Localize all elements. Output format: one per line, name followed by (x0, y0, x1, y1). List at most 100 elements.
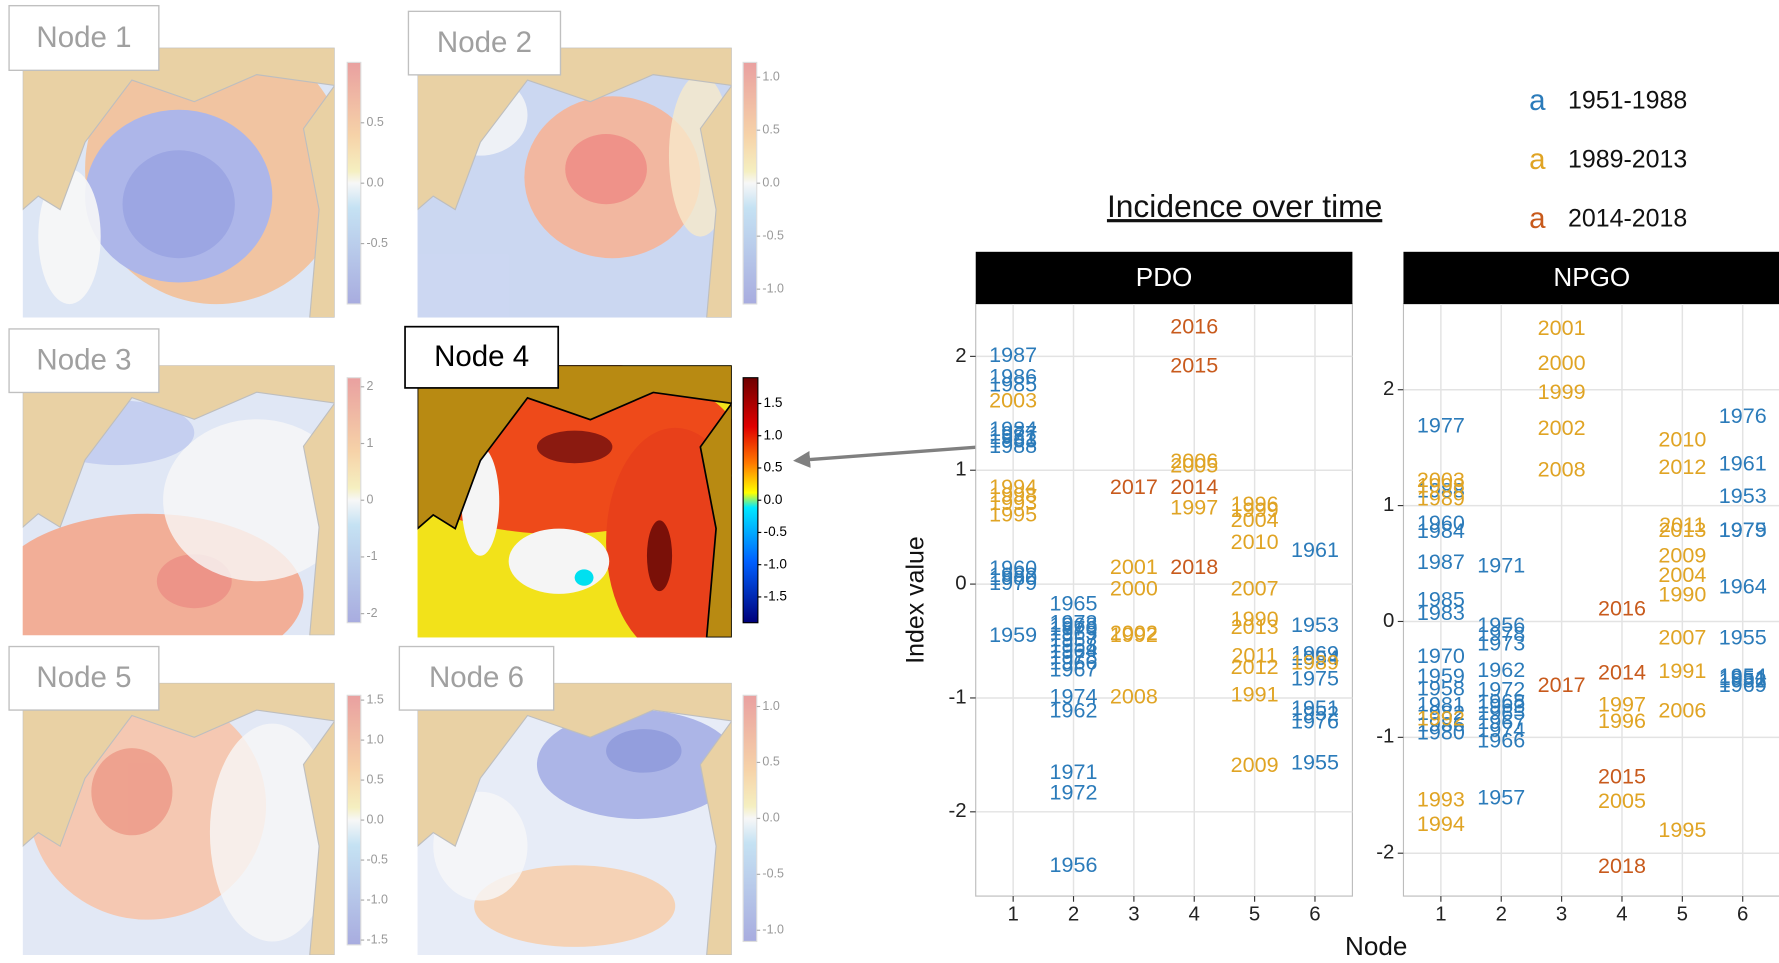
year-label: 2014 (1598, 659, 1646, 684)
year-label: 1957 (1477, 784, 1525, 809)
colorbar-tick-label: 1.0 (762, 70, 779, 84)
year-label: 1960 (989, 555, 1037, 580)
colorbar-tick-label: 0.0 (762, 811, 779, 825)
x-tick-label: 2 (1068, 904, 1079, 926)
year-label: 1959 (989, 622, 1037, 647)
year-label: 1954 (1719, 663, 1767, 688)
colorbar (346, 377, 362, 624)
panel (975, 303, 1353, 897)
year-label: 1960 (1417, 510, 1465, 535)
year-label: 1979 (1719, 517, 1767, 542)
legend-key: a (1529, 143, 1546, 176)
year-label: 1961 (1719, 451, 1767, 476)
year-label: 1996 (1231, 491, 1279, 516)
year-label: 1973 (1477, 630, 1525, 655)
year-label: 1991 (1231, 681, 1279, 706)
land (699, 401, 732, 638)
land (302, 719, 335, 956)
year-label: 1974 (1477, 717, 1525, 742)
colorbar-tick-label: -1.5 (764, 589, 787, 604)
y-tick-label: -2 (1376, 842, 1394, 864)
year-label: 1991 (1658, 658, 1706, 683)
colorbar-tick-label: -0.5 (764, 524, 787, 539)
colorbar-tick-label: -0.5 (762, 228, 784, 242)
year-label: 1977 (1417, 412, 1465, 437)
land (417, 682, 732, 848)
year-label: 1983 (1417, 600, 1465, 625)
map (417, 47, 732, 318)
panel-title: NPGO (1553, 262, 1630, 292)
year-label: 2005 (1170, 453, 1218, 478)
colorbar-tick-label: 1.0 (366, 732, 383, 746)
year-label: 1961 (1291, 537, 1339, 562)
node-label: Node 3 (36, 344, 131, 377)
anomaly (122, 150, 235, 259)
y-tick-label: -1 (948, 686, 966, 708)
colorbar (742, 694, 758, 943)
land (22, 682, 335, 848)
colorbar-tick-label: 0 (366, 493, 373, 507)
year-label: 1954 (1291, 645, 1339, 670)
year-label: 2002 (1110, 620, 1158, 645)
year-label: 1972 (1050, 779, 1098, 804)
year-label: 1958 (1417, 676, 1465, 701)
panel-title: PDO (1136, 262, 1193, 292)
land (302, 84, 335, 318)
year-label: 1957 (1050, 627, 1098, 652)
year-label: 1953 (1291, 612, 1339, 637)
year-label: 1972 (1477, 677, 1525, 702)
year-label: 1997 (1598, 692, 1646, 717)
year-label: 1968 (1050, 612, 1098, 637)
year-label: 2006 (1170, 448, 1218, 473)
x-axis-label: Node (1345, 931, 1407, 961)
year-label: 1963 (1050, 620, 1098, 645)
node-label-box (8, 645, 160, 711)
colorbar-tick-label: -1.0 (762, 281, 784, 295)
year-label: 2009 (1231, 752, 1279, 777)
year-label: 1962 (1050, 697, 1098, 722)
year-label: 2016 (1598, 596, 1646, 621)
map (22, 682, 335, 956)
y-tick-label: -1 (1376, 726, 1394, 748)
year-label: 2007 (1658, 625, 1706, 650)
year-label: 2013 (1658, 517, 1706, 542)
x-tick-label: 6 (1737, 904, 1748, 926)
year-label: 1953 (1719, 483, 1767, 508)
year-label: 1968 (1477, 688, 1525, 713)
year-label: 2005 (1598, 788, 1646, 813)
year-label: 1970 (1050, 615, 1098, 640)
year-label: 2010 (1658, 426, 1706, 451)
year-label: 1966 (1050, 649, 1098, 674)
year-label: 1976 (1719, 403, 1767, 428)
y-tick-label: 2 (955, 345, 966, 367)
year-label: 1999 (1538, 379, 1586, 404)
year-label: 1959 (1417, 663, 1465, 688)
year-label: 1966 (1477, 728, 1525, 753)
year-label: 2003 (1417, 467, 1465, 492)
year-label: 2001 (1110, 554, 1158, 579)
year-label: 1967 (1477, 709, 1525, 734)
year-label: 1995 (1658, 817, 1706, 842)
colorbar-tick-label: 1.5 (764, 395, 783, 410)
colorbar-tick-label: 1.0 (762, 699, 779, 713)
year-label: 1983 (989, 427, 1037, 452)
year-label: 2008 (1538, 457, 1586, 482)
colorbar-tick-label: 0.5 (762, 123, 779, 137)
node-label: Node 5 (36, 661, 131, 694)
node-label-box (8, 4, 160, 72)
year-label: 1988 (989, 433, 1037, 458)
year-label: 1989 (1291, 649, 1339, 674)
node-label: Node 4 (434, 340, 529, 373)
y-tick-label: 2 (1383, 378, 1394, 400)
node-label-box (398, 645, 555, 711)
colorbar-tick-label: -0.5 (762, 867, 784, 881)
year-label: 1986 (1417, 711, 1465, 736)
year-label: 2007 (1231, 575, 1279, 600)
year-label: 1964 (1719, 574, 1767, 599)
year-label: 1975 (1291, 665, 1339, 690)
year-label: 1955 (1719, 625, 1767, 650)
year-label: 1984 (989, 416, 1037, 441)
land (417, 365, 732, 530)
year-label: 1951 (1719, 665, 1767, 690)
x-tick-label: 2 (1496, 904, 1507, 926)
